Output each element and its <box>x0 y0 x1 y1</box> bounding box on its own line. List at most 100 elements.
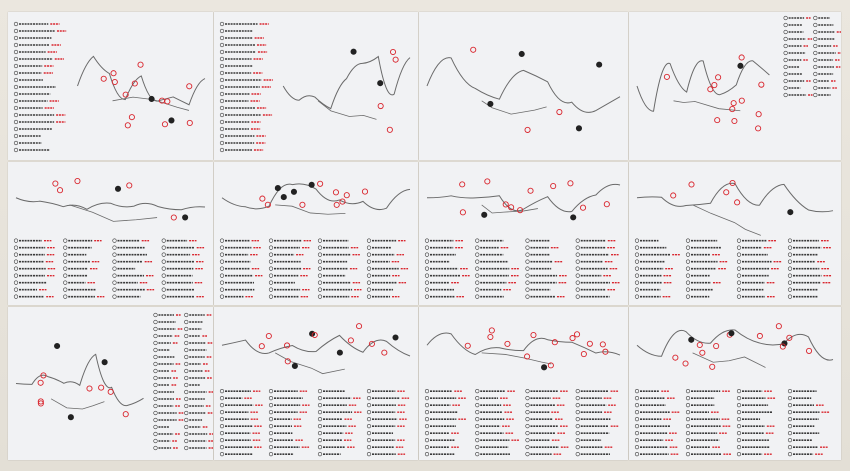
legend-bullet <box>813 22 818 28</box>
legend-bullet <box>634 431 640 436</box>
legend-bullet <box>685 245 691 250</box>
legend-bullet <box>525 431 530 436</box>
hand-drawn-map <box>13 177 206 299</box>
legend-bullet <box>787 417 793 422</box>
site-marker-red <box>311 331 318 339</box>
legend-bullet <box>634 452 640 457</box>
legend-bullet <box>475 287 480 292</box>
legend-bullet <box>736 245 742 250</box>
legend-bullet <box>317 273 323 278</box>
legend-bullet <box>219 452 225 457</box>
legend-bullet <box>787 410 793 415</box>
site-marker-black <box>787 209 794 216</box>
site-marker-black <box>280 194 287 201</box>
legend-bullet <box>475 410 480 415</box>
legend-bullet <box>219 49 225 55</box>
site-marker-red <box>775 323 782 330</box>
legend-bullet <box>317 252 323 257</box>
map-sheet <box>214 12 418 160</box>
legend-bullet <box>13 112 19 118</box>
legend-bullet <box>153 389 158 395</box>
legend-bullet <box>13 259 19 264</box>
legend-bullet <box>153 347 158 353</box>
legend-bullet <box>525 445 530 450</box>
legend-bullet <box>219 77 225 83</box>
map-sheet <box>214 162 418 305</box>
legend-bullet <box>783 57 788 63</box>
site-marker-red <box>122 411 129 418</box>
legend-bullet <box>13 119 19 125</box>
legend-bullet <box>634 252 640 257</box>
site-marker-red <box>524 353 531 360</box>
legend-bullet <box>184 424 189 430</box>
legend-bullet <box>475 445 480 450</box>
legend-bullet <box>13 140 19 146</box>
legend-bullet <box>13 294 19 299</box>
site-marker-red <box>734 199 741 206</box>
legend-bullet <box>685 280 691 285</box>
site-marker-black <box>350 48 357 55</box>
legend-bullet <box>366 424 372 429</box>
legend-bullet <box>112 294 117 299</box>
site-marker-red <box>599 341 606 348</box>
site-marker-red <box>758 81 765 88</box>
legend-bullet <box>525 266 530 271</box>
legend-bullet <box>575 252 580 257</box>
legend-bullet <box>575 245 580 250</box>
legend-bullet <box>268 396 274 401</box>
site-marker-red <box>164 98 171 105</box>
legend-bullet <box>13 287 19 292</box>
legend-bullet <box>634 424 640 429</box>
site-marker-red <box>524 126 531 133</box>
legend-bullet <box>184 438 189 444</box>
legend-bullet <box>685 294 691 299</box>
site-marker-red <box>361 188 369 195</box>
legend-bullet <box>268 445 274 450</box>
legend-bullet <box>475 280 480 285</box>
legend-bullet <box>366 280 372 285</box>
site-marker-black <box>54 342 61 350</box>
legend-bullet <box>184 368 189 374</box>
river-line <box>636 182 834 213</box>
site-marker-red <box>98 384 105 391</box>
site-marker-red <box>715 74 722 81</box>
legend-bullet <box>317 238 323 243</box>
legend-bullet <box>219 105 225 111</box>
legend-bullet <box>219 238 225 243</box>
site-marker-red <box>707 86 714 93</box>
legend-bullet <box>63 259 68 264</box>
legend-bullet <box>13 84 19 90</box>
legend-bullet <box>63 273 68 278</box>
legend-bullet <box>63 280 68 285</box>
legend-bullet <box>736 294 742 299</box>
legend-bullet <box>153 410 158 416</box>
legend-bullet <box>475 403 480 408</box>
site-marker-red <box>377 102 384 110</box>
legend-bullet <box>634 280 640 285</box>
legend-bullet <box>366 294 372 299</box>
legend-bullet <box>317 410 323 415</box>
legend-bullet <box>268 389 274 394</box>
legend-bullet <box>112 245 117 250</box>
site-marker-red <box>356 323 363 330</box>
legend-bullet <box>787 452 793 457</box>
legend-bullet <box>634 389 640 394</box>
legend-bullet <box>161 238 166 243</box>
legend-bullet <box>424 287 430 292</box>
legend-bullet <box>575 403 580 408</box>
legend-bullet <box>184 375 189 381</box>
site-marker-red <box>579 204 587 211</box>
site-marker-black <box>148 95 155 103</box>
legend-bullet <box>783 64 788 70</box>
legend-bullet <box>525 452 530 457</box>
site-marker-red <box>332 189 340 196</box>
legend-bullet <box>575 294 580 299</box>
legend-bullet <box>525 259 530 264</box>
legend-bullet <box>153 396 158 402</box>
legend-bullet <box>475 424 480 429</box>
legend-bullet <box>153 368 158 374</box>
legend-bullet <box>112 259 117 264</box>
site-marker-red <box>714 117 721 124</box>
legend-bullet <box>634 287 640 292</box>
site-marker-red <box>517 207 524 214</box>
